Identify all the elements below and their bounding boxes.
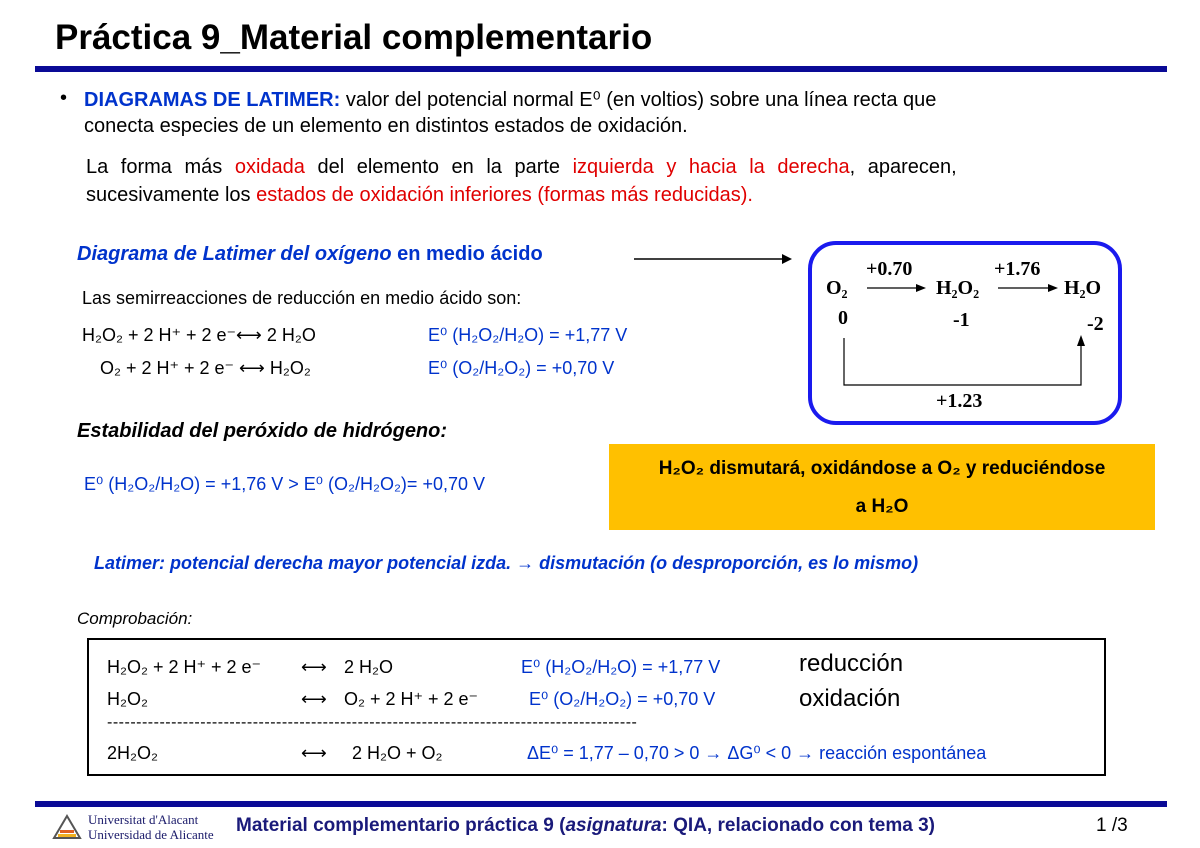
footer-divider — [35, 801, 1167, 807]
row-2-potential: E⁰ (O₂/H₂O₂) = +0,70 V — [529, 689, 716, 709]
potential-1: E⁰ (H₂O₂/H₂O) = +1,77 V — [428, 325, 628, 345]
intro-line-1: DIAGRAMAS DE LATIMER: valor del potencia… — [84, 87, 936, 112]
row-1-left: H₂O₂ + 2 H⁺ + 2 e⁻ — [107, 657, 262, 677]
species-o2: O₂ — [826, 277, 848, 299]
page-number: 1 /3 — [1096, 815, 1128, 836]
check-label: Comprobación: — [77, 609, 193, 628]
latimer-arrows — [843, 284, 1085, 386]
pointer-arrow-icon — [634, 254, 792, 264]
potential-o2-h2o: +1.23 — [936, 390, 983, 412]
total-arrow: ⟷ — [301, 743, 327, 763]
page-title: Práctica 9_Material complementario — [55, 18, 653, 57]
stability-comparison: E⁰ (H₂O₂/H₂O) = +1,76 V > E⁰ (O₂/H₂O₂)= … — [84, 474, 485, 494]
stability-heading: Estabilidad del peróxido de hidrógeno: — [77, 420, 448, 442]
row-2-type: oxidación — [799, 685, 901, 712]
state-1: -1 — [953, 309, 970, 331]
intro-heading: DIAGRAMAS DE LATIMER: — [84, 89, 341, 111]
intro-para-line-2: sucesivamente los estados de oxidación i… — [86, 184, 753, 206]
row-1-right: 2 H₂O — [344, 657, 393, 677]
title-divider — [35, 66, 1167, 72]
potential-2: E⁰ (O₂/H₂O₂) = +0,70 V — [428, 358, 615, 378]
reaction-2: O₂ + 2 H⁺ + 2 e⁻ ⟷ H₂O₂ — [100, 358, 311, 378]
intro-para-line-1: La forma más oxidada del elemento en la … — [86, 156, 957, 178]
reaction-1: H₂O₂ + 2 H⁺ + 2 e⁻⟷ 2 H₂O — [82, 325, 316, 345]
row-1-arrow: ⟷ — [301, 657, 327, 677]
check-box: H₂O₂ + 2 H⁺ + 2 e⁻ ⟷ 2 H₂O E⁰ (H₂O₂/H₂O)… — [87, 638, 1106, 776]
sum-divider: ----------------------------------------… — [107, 714, 638, 731]
row-2-arrow: ⟷ — [301, 689, 327, 709]
row-1-potential: E⁰ (H₂O₂/H₂O) = +1,77 V — [521, 657, 721, 677]
diagram-heading: Diagrama de Latimer del oxígeno en medio… — [77, 243, 543, 265]
latimer-rule: Latimer: potencial derecha mayor potenci… — [94, 553, 919, 573]
state-0: 0 — [838, 307, 848, 329]
dismutation-callout: H₂O₂ dismutará, oxidándose a O₂ y reduci… — [609, 444, 1155, 530]
semi-intro: Las semirreacciones de reducción en medi… — [82, 288, 522, 308]
species-h2o2: H₂O₂ — [936, 277, 980, 299]
university-logo-icon — [52, 814, 82, 839]
university-name: Universitat d'Alacant Universidad de Alic… — [88, 812, 214, 842]
latimer-diagram: O₂ H₂O₂ H₂O 0 -1 -2 +0.70 +1.76 +1.23 — [808, 241, 1122, 425]
species-h2o: H₂O — [1064, 277, 1102, 299]
total-result: ΔE⁰ = 1,77 – 0,70 > 0 → ΔG⁰ < 0 → reacci… — [527, 743, 987, 763]
row-2-left: H₂O₂ — [107, 689, 148, 709]
row-1-type: reducción — [799, 650, 904, 677]
row-2-right: O₂ + 2 H⁺ + 2 e⁻ — [344, 689, 479, 709]
callout-line-1: H₂O₂ dismutará, oxidándose a O₂ y reduci… — [658, 458, 1106, 479]
intro-text: valor del potencial normal E⁰ (en voltio… — [340, 89, 937, 111]
intro-line-2: conecta especies de un elemento en disti… — [84, 115, 688, 137]
total-left: 2H₂O₂ — [107, 743, 158, 763]
footer-text: Material complementario práctica 9 (asig… — [236, 815, 935, 836]
total-right: 2 H₂O + O₂ — [352, 743, 443, 763]
bullet: • — [60, 87, 68, 109]
potential-o2-h2o2: +0.70 — [866, 258, 913, 280]
state-2: -2 — [1087, 313, 1104, 335]
potential-h2o2-h2o: +1.76 — [994, 258, 1041, 280]
callout-line-2: a H₂O — [855, 496, 909, 517]
